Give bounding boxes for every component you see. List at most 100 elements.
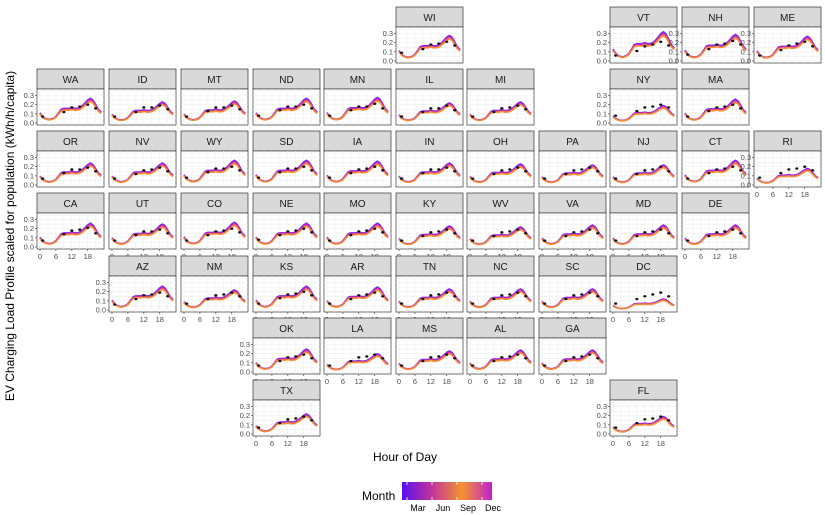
observed-point-sc — [596, 295, 600, 298]
series-line-mt — [183, 103, 246, 121]
observed-point-dc — [614, 302, 618, 305]
series-line-de — [684, 227, 747, 245]
observed-point-wa — [41, 115, 45, 118]
x-tick-label: 6 — [270, 439, 274, 448]
series-line-mi — [469, 104, 532, 122]
observed-point-ia — [349, 171, 353, 175]
observed-point-nj — [667, 170, 671, 173]
observed-point-tn — [429, 294, 433, 297]
observed-point-co — [222, 229, 226, 232]
observed-point-ut — [113, 239, 117, 242]
panel-ky: KY061218 — [395, 192, 464, 261]
observed-point-mn — [349, 109, 353, 112]
observed-point-nc — [508, 293, 512, 296]
observed-point-de — [707, 234, 711, 238]
observed-point-ar — [328, 302, 332, 305]
observed-point-mi — [492, 110, 496, 114]
x-tick-label: 18 — [443, 377, 451, 386]
observed-point-az — [134, 297, 138, 301]
strip-label-vt: VT — [637, 13, 650, 24]
panel-tn: TN061218 — [395, 255, 464, 324]
observed-point-wy — [222, 167, 226, 170]
series-line-la — [326, 355, 389, 371]
observed-point-wa — [70, 106, 74, 109]
observed-point-sc — [580, 293, 584, 296]
observed-point-ks — [294, 292, 298, 295]
observed-point-ca — [62, 233, 66, 236]
observed-point-nh — [739, 43, 743, 46]
strip-label-mn: MN — [350, 75, 366, 86]
observed-point-ne — [286, 230, 290, 233]
observed-point-de — [739, 232, 743, 235]
strip-label-ne: NE — [280, 199, 294, 210]
x-tick-label: 6 — [413, 377, 417, 386]
observed-point-wy — [230, 165, 234, 168]
observed-point-co — [185, 239, 189, 242]
observed-point-md — [659, 228, 663, 231]
observed-point-ky — [445, 228, 449, 231]
observed-point-ar — [349, 297, 353, 301]
observed-point-sc — [572, 294, 576, 297]
panel-in: IN — [395, 130, 464, 188]
x-tick-label: 6 — [198, 315, 202, 324]
observed-point-nd — [310, 107, 314, 110]
observed-point-ar — [357, 294, 361, 297]
strip-label-nv: NV — [136, 137, 150, 148]
observed-point-ca — [86, 226, 90, 229]
observed-point-ms — [445, 353, 449, 356]
x-tick-label: 6 — [556, 377, 560, 386]
observed-point-ne — [294, 229, 298, 232]
observed-point-wa — [78, 105, 82, 108]
observed-point-ct — [723, 167, 727, 170]
x-tick-label: 0 — [397, 377, 401, 386]
legend-label-mar: Mar — [410, 503, 426, 513]
observed-point-ky — [400, 239, 404, 242]
observed-point-sc — [588, 291, 592, 294]
observed-point-ok — [294, 355, 298, 358]
y-tick-label: 0.3 — [597, 29, 607, 38]
y-tick-label: 0.1 — [741, 171, 751, 180]
series-line-ks — [255, 288, 318, 308]
observed-point-ut — [166, 232, 170, 235]
x-tick-label: 12 — [641, 315, 649, 324]
observed-point-nm — [206, 297, 210, 301]
series-line-il — [398, 104, 461, 122]
observed-point-pa — [580, 168, 584, 171]
series-line-dc — [612, 299, 675, 310]
x-tick-label: 12 — [284, 439, 292, 448]
panel-mi: MI — [466, 68, 535, 126]
observed-point-in — [400, 177, 404, 180]
observed-point-ks — [286, 293, 290, 296]
panel-pa: PA — [538, 130, 607, 188]
observed-point-ms — [421, 359, 425, 363]
observed-point-va — [580, 230, 584, 233]
panel-ct: CT — [681, 130, 750, 188]
x-tick-label: 6 — [627, 439, 631, 448]
observed-point-mn — [373, 102, 377, 106]
observed-point-sd — [310, 169, 314, 172]
observed-point-ia — [365, 167, 369, 170]
observed-point-or — [41, 177, 45, 180]
strip-label-ma: MA — [708, 75, 723, 86]
y-tick-label: 0.1 — [597, 109, 607, 118]
observed-point-la — [349, 359, 353, 363]
observed-point-wy — [185, 176, 189, 179]
observed-point-mt — [238, 108, 242, 111]
observed-point-mn — [357, 105, 361, 108]
series-line-md — [612, 227, 675, 245]
strip-label-de: DE — [709, 199, 723, 210]
observed-point-wy — [238, 169, 242, 172]
strip-label-ri: RI — [783, 137, 793, 148]
strip-label-nj: NJ — [637, 137, 649, 148]
observed-point-ny — [614, 114, 618, 117]
x-tick-label: 18 — [84, 252, 92, 261]
x-tick-label: 0 — [540, 377, 544, 386]
panel-ca: CA 0.00.10.20.3 0 6 12 18 — [24, 192, 105, 261]
series-line-mn — [326, 100, 389, 121]
observed-point-ma — [739, 107, 743, 110]
strip-label-la: LA — [351, 324, 364, 335]
observed-point-il — [400, 115, 404, 118]
y-tick-label: 0.0 — [24, 243, 34, 252]
observed-point-tn — [400, 302, 404, 305]
strip-label-sc: SC — [566, 262, 580, 273]
